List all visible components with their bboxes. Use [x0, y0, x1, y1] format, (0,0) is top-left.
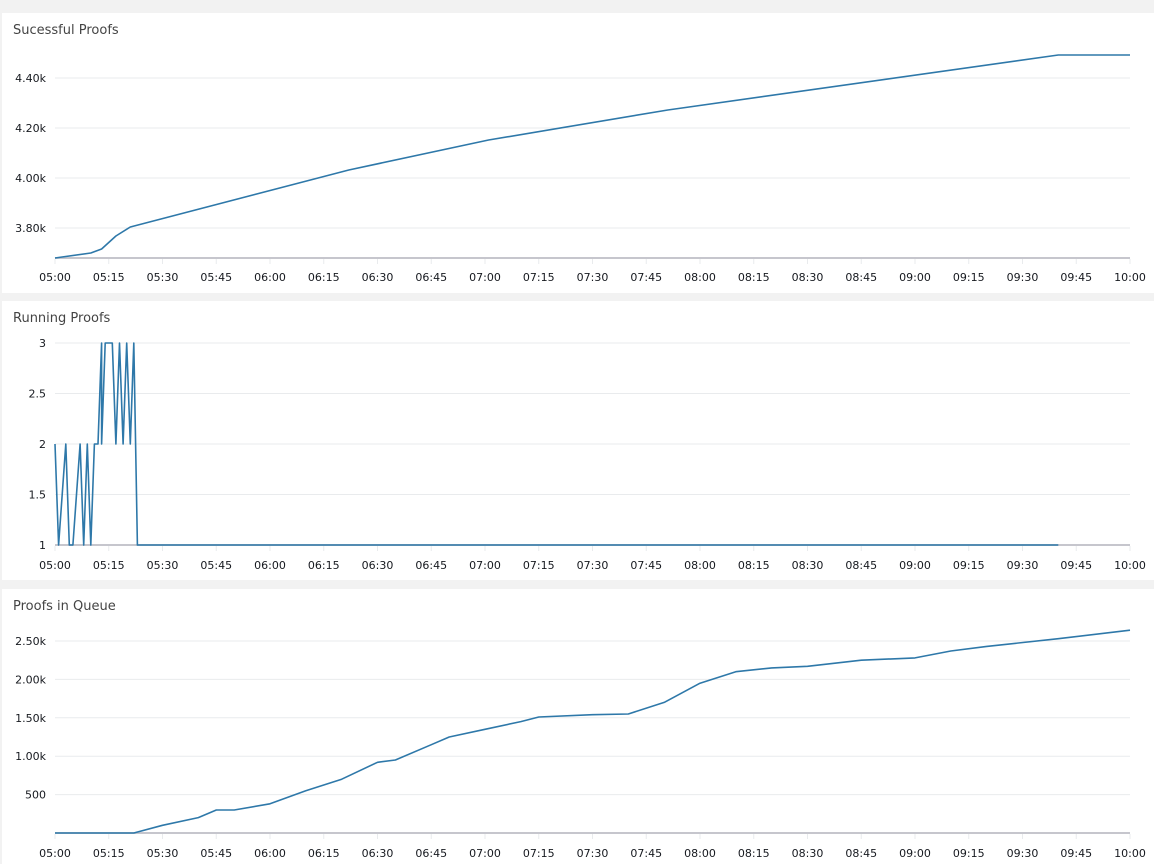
chart-title: Sucessful Proofs — [13, 23, 119, 38]
x-tick-label: 06:15 — [308, 271, 340, 284]
y-tick-label: 2.5 — [29, 388, 47, 401]
y-tick-label: 1.00k — [15, 750, 46, 763]
x-tick-label: 07:45 — [630, 847, 662, 860]
x-tick-label: 08:00 — [684, 271, 716, 284]
x-tick-label: 05:30 — [147, 559, 179, 572]
x-tick-label: 05:15 — [93, 847, 125, 860]
x-tick-label: 10:00 — [1114, 847, 1146, 860]
x-tick-label: 08:30 — [792, 847, 824, 860]
series-line[interactable] — [55, 629, 1131, 834]
x-tick-label: 07:00 — [469, 271, 501, 284]
y-tick-label: 3 — [39, 337, 46, 350]
y-tick-label: 1.5 — [29, 489, 47, 502]
x-tick-label: 07:45 — [630, 271, 662, 284]
x-tick-label: 08:30 — [792, 271, 824, 284]
x-tick-label: 06:45 — [415, 271, 447, 284]
x-tick-label: 06:00 — [254, 847, 286, 860]
x-tick-label: 06:30 — [362, 847, 394, 860]
x-tick-label: 09:00 — [899, 559, 931, 572]
x-tick-label: 09:15 — [953, 559, 985, 572]
y-tick-label: 2.00k — [15, 673, 46, 686]
x-tick-label: 07:15 — [523, 271, 555, 284]
x-tick-label: 05:15 — [93, 271, 125, 284]
x-tick-label: 05:30 — [147, 271, 179, 284]
chart-title: Running Proofs — [13, 311, 111, 326]
x-tick-label: 08:00 — [684, 559, 716, 572]
y-tick-label: 4.00k — [15, 172, 46, 185]
chart-panel-successful-proofs: Sucessful Proofs — [2, 13, 1154, 293]
x-tick-label: 09:30 — [1007, 559, 1039, 572]
x-tick-label: 06:00 — [254, 271, 286, 284]
x-tick-label: 09:45 — [1060, 271, 1092, 284]
x-tick-label: 05:00 — [39, 271, 71, 284]
y-tick-label: 1 — [39, 539, 46, 552]
y-tick-label: 4.20k — [15, 122, 46, 135]
x-tick-label: 05:45 — [200, 271, 232, 284]
y-tick-label: 3.80k — [15, 222, 46, 235]
x-tick-label: 09:45 — [1060, 847, 1092, 860]
x-tick-label: 08:45 — [845, 271, 877, 284]
x-tick-label: 05:45 — [200, 559, 232, 572]
x-tick-label: 08:45 — [845, 559, 877, 572]
x-tick-label: 08:15 — [738, 847, 770, 860]
x-tick-label: 06:00 — [254, 559, 286, 572]
x-tick-label: 09:30 — [1007, 847, 1039, 860]
x-tick-label: 09:30 — [1007, 271, 1039, 284]
chart-panel-running-proofs: Running Proofs — [2, 301, 1154, 580]
x-tick-label: 05:30 — [147, 847, 179, 860]
x-tick-label: 05:15 — [93, 559, 125, 572]
x-tick-label: 09:00 — [899, 847, 931, 860]
x-tick-label: 10:00 — [1114, 559, 1146, 572]
x-tick-label: 05:00 — [39, 559, 71, 572]
x-tick-label: 06:30 — [362, 559, 394, 572]
series-line[interactable] — [54, 54, 1130, 259]
x-tick-label: 07:15 — [523, 847, 555, 860]
x-tick-label: 08:00 — [684, 847, 716, 860]
series-line[interactable] — [54, 342, 1059, 546]
x-tick-label: 05:00 — [39, 847, 71, 860]
y-tick-label: 2 — [39, 438, 46, 451]
x-tick-label: 09:15 — [953, 847, 985, 860]
y-tick-label: 2.50k — [15, 635, 46, 648]
x-tick-label: 08:30 — [792, 559, 824, 572]
x-tick-label: 06:15 — [308, 559, 340, 572]
x-tick-label: 06:30 — [362, 271, 394, 284]
x-tick-label: 08:45 — [845, 847, 877, 860]
x-tick-label: 06:45 — [415, 559, 447, 572]
chart-title: Proofs in Queue — [13, 599, 116, 614]
x-tick-label: 07:30 — [577, 559, 609, 572]
x-tick-label: 07:30 — [577, 847, 609, 860]
x-tick-label: 09:00 — [899, 271, 931, 284]
x-tick-label: 08:15 — [738, 271, 770, 284]
y-tick-label: 500 — [25, 789, 46, 802]
y-tick-label: 4.40k — [15, 72, 46, 85]
x-tick-label: 05:45 — [200, 847, 232, 860]
x-tick-label: 07:15 — [523, 559, 555, 572]
x-tick-label: 06:45 — [415, 847, 447, 860]
x-tick-label: 07:00 — [469, 559, 501, 572]
x-tick-label: 09:15 — [953, 271, 985, 284]
x-tick-label: 06:15 — [308, 847, 340, 860]
x-tick-label: 07:30 — [577, 271, 609, 284]
x-tick-label: 07:00 — [469, 847, 501, 860]
x-tick-label: 09:45 — [1060, 559, 1092, 572]
y-tick-label: 1.50k — [15, 712, 46, 725]
x-tick-label: 07:45 — [630, 559, 662, 572]
x-tick-label: 10:00 — [1114, 271, 1146, 284]
x-tick-label: 08:15 — [738, 559, 770, 572]
